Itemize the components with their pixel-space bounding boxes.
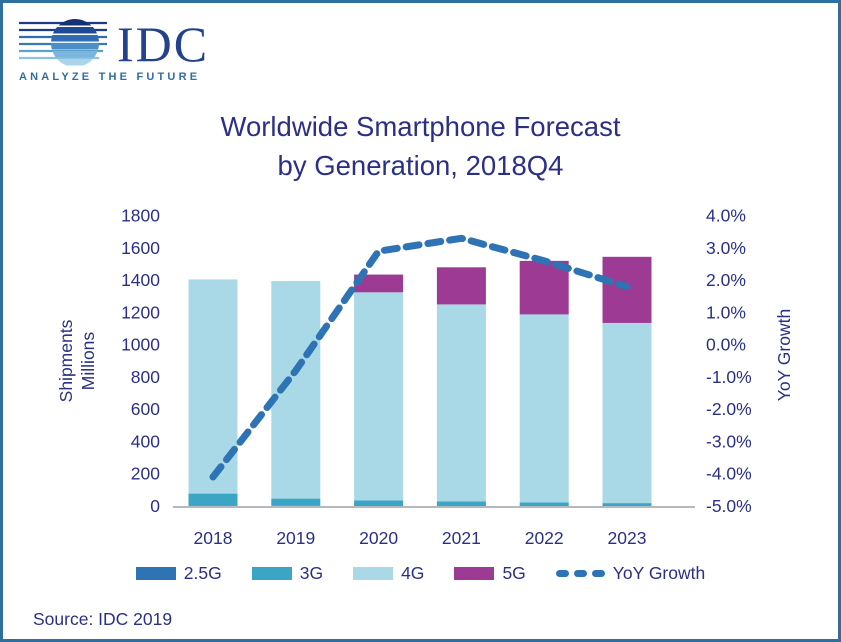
bar-segment-5G-2022 [519, 260, 569, 315]
bar-segment-4G-2023 [602, 322, 652, 504]
legend-label: 5G [502, 563, 526, 583]
bar-segment-3G-2018 [188, 493, 238, 506]
legend-label: YoY Growth [612, 563, 706, 583]
chart-title-line1: Worldwide Smartphone Forecast [220, 111, 621, 142]
legend-swatch-icon [251, 567, 292, 580]
left-axis-tick: 1000 [121, 335, 160, 355]
right-axis-tick: -3.0% [706, 431, 752, 451]
right-axis-tick: 4.0% [706, 206, 746, 226]
right-axis-tick: 3.0% [706, 238, 746, 258]
idc-globe-icon: IDC [19, 17, 209, 67]
bar-segment-5G-2021 [436, 267, 486, 305]
legend-item-5g: 5G [454, 563, 526, 584]
plot-area: 1800 1600 1400 1200 1000 800 600 400 200 0 4.0% 3.0… [121, 206, 752, 548]
legend-item-3g: 3G [251, 563, 324, 584]
right-axis-title-text: YoY Growth [774, 308, 794, 402]
source-note: Source: IDC 2019 [33, 609, 173, 629]
left-axis-tick: 400 [131, 431, 160, 451]
left-axis-tick: 1800 [121, 206, 160, 226]
left-axis-tick: 1400 [121, 270, 160, 290]
dash-icon [573, 570, 587, 577]
left-axis-tick: 1600 [121, 238, 160, 258]
legend-item-yoy-growth: YoY Growth [555, 563, 706, 584]
bar-segment-3G-2019 [271, 498, 321, 506]
dash-icon [555, 570, 569, 577]
bar-segment-4G-2022 [519, 314, 569, 503]
bar-segment-4G-2021 [436, 304, 486, 502]
idc-logo: IDC ANALYZE THE FUTURE [19, 17, 249, 83]
bar-segment-3G-2021 [436, 501, 486, 506]
yoy-growth-line [209, 234, 631, 481]
x-axis-label-2018: 2018 [194, 528, 233, 548]
right-axis-tick: 2.0% [706, 270, 746, 290]
legend-item-4g: 4G [353, 563, 424, 584]
left-axis-tick: 0 [150, 496, 160, 516]
bar-segment-4G-2018 [188, 279, 238, 494]
logo-tagline: ANALYZE THE FUTURE [19, 71, 201, 83]
legend-item-2-5g: 2.5G [135, 563, 222, 584]
right-axis-tick: 0.0% [706, 335, 746, 355]
left-axis-tick: 800 [131, 367, 160, 387]
left-axis-tick: 1200 [121, 302, 160, 322]
right-axis-tick: -4.0% [706, 464, 752, 484]
bar-segment-3G-2022 [519, 502, 569, 506]
bar-segment-5G-2020 [354, 274, 404, 293]
left-axis-title-line1: Shipments [56, 319, 76, 403]
legend-dashed-line-icon [555, 570, 605, 577]
x-axis-label-2020: 2020 [359, 528, 398, 548]
dash-icon [591, 570, 605, 577]
right-axis-title: YoY Growth [773, 309, 795, 401]
chart-title: Worldwide Smartphone Forecast by Generat… [3, 107, 838, 185]
right-axis-tick: -1.0% [706, 367, 752, 387]
right-axis-tick: -5.0% [706, 496, 752, 516]
right-axis-tick: 1.0% [706, 302, 746, 322]
right-axis-tick: -2.0% [706, 399, 752, 419]
legend-swatch-icon [454, 567, 495, 580]
x-axis-label-2019: 2019 [276, 528, 315, 548]
logo-wordmark: IDC [117, 17, 209, 67]
x-axis-label-2022: 2022 [525, 528, 564, 548]
legend-label: 4G [401, 563, 425, 583]
bar-segment-3G-2023 [602, 503, 652, 506]
left-axis-title-line2: Millions [78, 331, 98, 391]
left-axis-title: Shipments Millions [55, 320, 99, 403]
legend: 2.5G 3G 4G 5G YoY Growth [3, 563, 838, 584]
left-axis-tick: 600 [131, 399, 160, 419]
bar-segment-3G-2020 [354, 500, 404, 506]
x-axis-label-2021: 2021 [442, 528, 481, 548]
legend-swatch-icon [353, 567, 394, 580]
legend-label: 3G [299, 563, 324, 583]
legend-swatch-icon [135, 567, 176, 580]
chart-title-line2: by Generation, 2018Q4 [277, 150, 564, 181]
left-axis-tick: 200 [131, 464, 160, 484]
logo-globe [51, 19, 99, 66]
x-axis-label-2023: 2023 [608, 528, 647, 548]
bar-segment-4G-2020 [354, 292, 404, 501]
legend-label: 2.5G [183, 563, 222, 583]
